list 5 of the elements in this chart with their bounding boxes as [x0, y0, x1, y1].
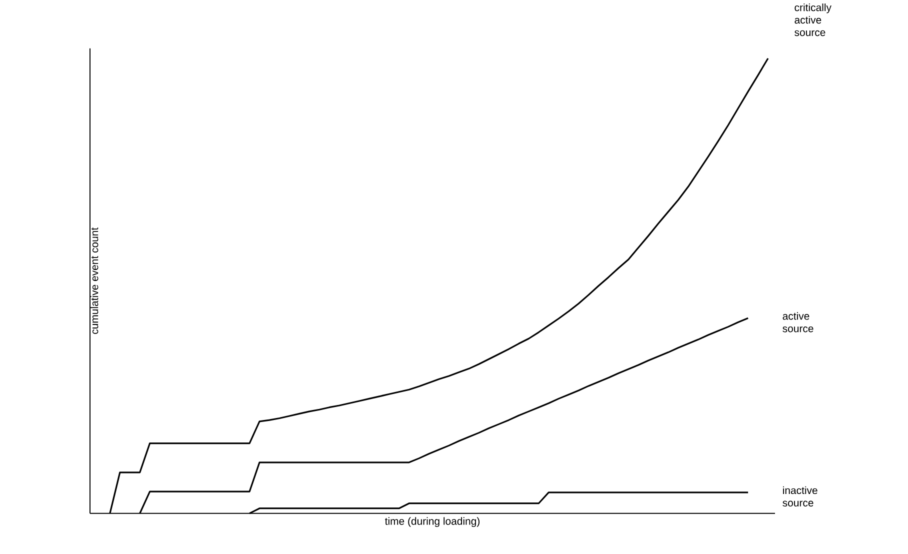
text: inactive source — [782, 486, 818, 506]
y-axis-title: cumulative event count — [90, 227, 98, 334]
text: critically active source — [794, 3, 832, 36]
text: active source — [782, 312, 814, 332]
x-axis-title: time (during loading) — [384, 517, 480, 527]
